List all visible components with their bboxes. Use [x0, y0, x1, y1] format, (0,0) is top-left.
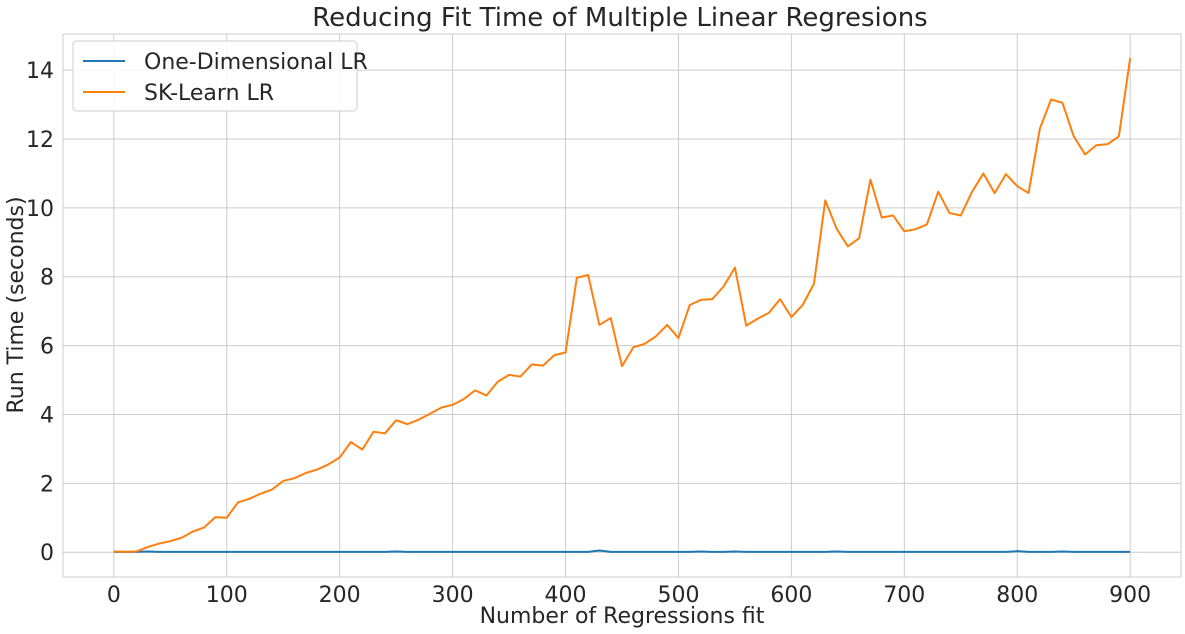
x-tick-label: 0 — [107, 583, 121, 608]
y-tick-label: 12 — [26, 128, 54, 153]
y-tick-label: 2 — [40, 472, 54, 497]
legend: One-Dimensional LR SK-Learn LR — [72, 40, 368, 112]
x-axis-label: Number of Regressions fit — [480, 604, 765, 629]
x-tick-label: 200 — [319, 583, 361, 608]
grid-lines — [63, 34, 1181, 577]
x-tick-label: 300 — [432, 583, 474, 608]
series-line-one-dimensional-lr — [113, 549, 1131, 553]
y-tick-label: 10 — [26, 197, 54, 222]
legend-label: SK-Learn LR — [144, 81, 274, 106]
y-tick-label: 6 — [40, 335, 54, 360]
x-tick-label: 500 — [657, 583, 699, 608]
y-tick-label: 4 — [40, 403, 54, 428]
series-lines — [113, 57, 1132, 553]
y-axis-label: Run Time (seconds) — [4, 196, 29, 413]
y-tick-label: 8 — [40, 266, 54, 291]
x-axis-ticks: 0 100 200 300 400 500 600 700 800 900 — [107, 583, 1151, 608]
x-tick-label: 700 — [883, 583, 925, 608]
x-tick-label: 100 — [206, 583, 248, 608]
legend-box — [72, 40, 358, 112]
legend-label: One-Dimensional LR — [144, 50, 368, 75]
x-tick-label: 400 — [545, 583, 587, 608]
x-tick-label: 900 — [1109, 583, 1151, 608]
series-line-sk-learn-lr — [113, 57, 1132, 553]
chart-title: Reducing Fit Time of Multiple Linear Reg… — [312, 3, 927, 33]
y-tick-label: 0 — [40, 541, 54, 566]
x-tick-label: 800 — [996, 583, 1038, 608]
x-tick-label: 600 — [770, 583, 812, 608]
plot-area-border — [62, 33, 1182, 578]
y-axis-ticks: 0 2 4 6 8 10 12 14 — [26, 59, 54, 566]
y-tick-label: 14 — [26, 59, 54, 84]
